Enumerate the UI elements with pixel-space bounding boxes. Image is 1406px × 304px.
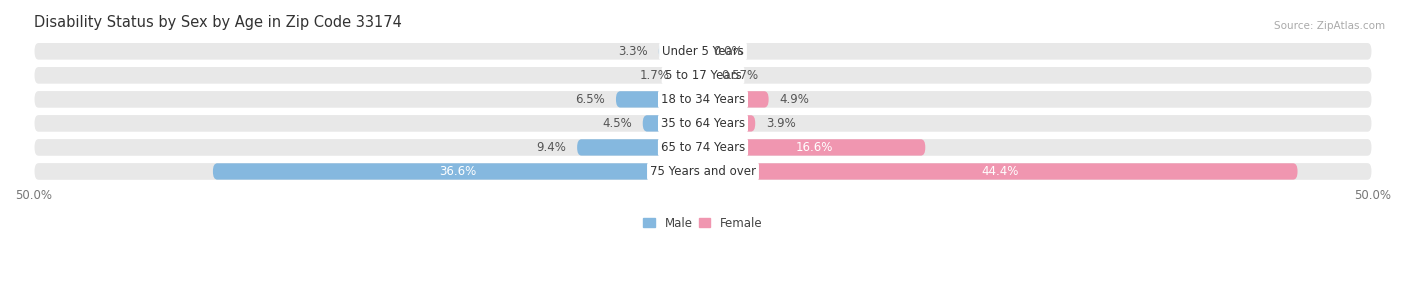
FancyBboxPatch shape (34, 162, 1372, 181)
FancyBboxPatch shape (616, 91, 703, 108)
FancyBboxPatch shape (34, 138, 1372, 157)
FancyBboxPatch shape (703, 115, 755, 132)
Text: 3.9%: 3.9% (766, 117, 796, 130)
Text: 0.0%: 0.0% (714, 45, 744, 58)
Text: 44.4%: 44.4% (981, 165, 1019, 178)
Text: 36.6%: 36.6% (439, 165, 477, 178)
FancyBboxPatch shape (681, 67, 703, 84)
FancyBboxPatch shape (703, 163, 1298, 180)
Text: 5 to 17 Years: 5 to 17 Years (665, 69, 741, 82)
Text: 6.5%: 6.5% (575, 93, 605, 106)
Text: Disability Status by Sex by Age in Zip Code 33174: Disability Status by Sex by Age in Zip C… (34, 15, 401, 30)
Text: Source: ZipAtlas.com: Source: ZipAtlas.com (1274, 21, 1385, 31)
Text: Under 5 Years: Under 5 Years (662, 45, 744, 58)
Text: 16.6%: 16.6% (796, 141, 832, 154)
FancyBboxPatch shape (703, 91, 769, 108)
Text: 4.9%: 4.9% (779, 93, 810, 106)
Text: 65 to 74 Years: 65 to 74 Years (661, 141, 745, 154)
FancyBboxPatch shape (34, 42, 1372, 61)
FancyBboxPatch shape (703, 67, 710, 84)
FancyBboxPatch shape (212, 163, 703, 180)
FancyBboxPatch shape (34, 66, 1372, 85)
Text: 75 Years and over: 75 Years and over (650, 165, 756, 178)
Text: 18 to 34 Years: 18 to 34 Years (661, 93, 745, 106)
Text: 9.4%: 9.4% (537, 141, 567, 154)
FancyBboxPatch shape (703, 139, 925, 156)
Text: 1.7%: 1.7% (640, 69, 669, 82)
Legend: Male, Female: Male, Female (638, 212, 768, 234)
Text: 3.3%: 3.3% (619, 45, 648, 58)
FancyBboxPatch shape (34, 114, 1372, 133)
FancyBboxPatch shape (643, 115, 703, 132)
FancyBboxPatch shape (34, 90, 1372, 109)
Text: 35 to 64 Years: 35 to 64 Years (661, 117, 745, 130)
FancyBboxPatch shape (576, 139, 703, 156)
Text: 0.57%: 0.57% (721, 69, 758, 82)
Text: 4.5%: 4.5% (602, 117, 633, 130)
FancyBboxPatch shape (659, 43, 703, 60)
